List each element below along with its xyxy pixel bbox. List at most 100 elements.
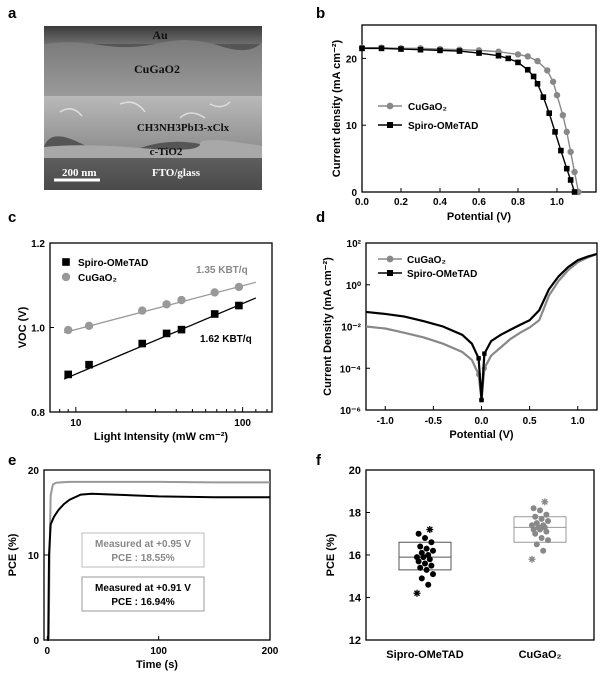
sem-cugao2-layer [44, 40, 262, 96]
panel-label-e: e [8, 452, 16, 469]
b-x-tick-label: 0.0 [355, 197, 369, 208]
f-data-point [540, 547, 547, 554]
c-x-tick-label: 10 [70, 418, 82, 429]
f-data-point [422, 535, 428, 541]
b-x-axis-title: Potential (V) [447, 211, 512, 223]
b-data-point [540, 94, 547, 100]
c-annotation-cugao2: 1.35 KBT/q [196, 265, 248, 276]
f-data-point [530, 505, 537, 512]
f-data-point [533, 541, 540, 548]
f-data-point [415, 530, 422, 537]
b-data-point [571, 168, 578, 176]
e-annotation-line2-0: PCE : 18.55% [111, 553, 174, 564]
d-legend-marker [386, 255, 394, 263]
b-data-point [558, 147, 564, 154]
b-data-point [514, 51, 522, 58]
e-y-tick-label: 0 [33, 636, 39, 647]
f-data-point [541, 498, 549, 506]
f-data-point [545, 518, 551, 524]
f-category-label-1: CuGaO₂ [519, 649, 562, 661]
d-series-line-0 [365, 252, 598, 401]
e-y-axis-title: PCE (%) [7, 533, 19, 576]
e-annotation-box-0 [81, 532, 205, 568]
f-y-tick-label: 18 [349, 508, 361, 520]
e-x-axis-title: Time (s) [136, 659, 178, 671]
d-legend-label: Spiro-OMeTAD [407, 269, 477, 280]
e-x-tick-label: 200 [262, 646, 279, 657]
d-y-tick-label: 10² [347, 239, 362, 250]
f-data-point [417, 543, 424, 550]
sem-label-au: Au [152, 28, 168, 42]
f-data-point [423, 545, 430, 552]
b-data-point [476, 50, 482, 56]
c-y-tick-label: 1.2 [31, 239, 45, 250]
b-x-tick-label: 0.4 [433, 197, 447, 208]
f-data-point [538, 535, 545, 541]
b-y-tick-label: 20 [346, 54, 358, 65]
b-data-point [563, 128, 570, 136]
e-annotation-box-1 [81, 576, 205, 612]
e-y-tick-label: 20 [28, 466, 40, 477]
f-data-point [537, 507, 543, 514]
d-y-tick-label: 10⁻⁴ [340, 364, 361, 375]
d-y-tick-label: 10⁻² [341, 323, 361, 334]
panel-label-d: d [316, 209, 325, 226]
b-y-axis-title: Current density (mA cm⁻²) [331, 39, 343, 177]
f-data-point [529, 522, 535, 529]
panel-label-c: c [8, 209, 16, 226]
sem-fto-layer [44, 158, 262, 190]
c-data-point [210, 288, 219, 297]
b-data-point [495, 52, 502, 59]
b-legend-label: CuGaO₂ [408, 102, 447, 113]
b-data-point [553, 91, 561, 99]
f-data-point [532, 513, 539, 520]
d-series-line-1 [365, 252, 598, 401]
f-data-point [430, 547, 436, 554]
b-y-tick-label: 0 [351, 188, 357, 199]
c-y-axis-title: VOC (V) [17, 306, 29, 348]
d-y-tick-label: 10⁰ [346, 281, 361, 292]
f-data-point [528, 555, 536, 563]
c-data-point [234, 282, 244, 292]
f-y-tick-label: 14 [349, 593, 362, 605]
c-y-tick-label: 0.8 [31, 408, 45, 419]
f-data-point [428, 562, 435, 569]
chart-f-pce-boxplot: 12 14 16 18 20 PCE (%) Sipro-OMeTAD CuGaO₂ [325, 465, 595, 661]
d-x-axis-title: Potential (V) [449, 429, 514, 441]
c-fit-line-1 [63, 281, 257, 334]
b-data-point [417, 46, 424, 53]
c-annotation-spiro: 1.62 KBT/q [200, 334, 252, 345]
panel-label-f: f [316, 452, 322, 469]
c-data-point [162, 300, 171, 309]
c-data-point [177, 295, 186, 305]
f-data-point [422, 560, 428, 567]
d-legend-marker [387, 270, 393, 276]
b-data-point [546, 110, 552, 116]
sem-perovskite-layer [44, 96, 262, 152]
b-x-tick-label: 1.0 [550, 197, 564, 208]
sem-label-tio2: c-TiO2 [150, 146, 183, 158]
panel-label-b: b [316, 5, 325, 22]
f-data-point [425, 552, 432, 558]
c-data-point [85, 360, 93, 369]
b-data-point [378, 45, 385, 52]
f-category-label-0: Sipro-OMeTAD [386, 649, 463, 661]
d-x-tick-label: 1.0 [571, 416, 585, 427]
b-data-point [437, 47, 443, 54]
chart-d-dark-current: -1.0 -0.5 0.0 0.5 1.0 10² 10⁰ 10⁻² 10⁻⁴ 10⁻⁶ Poten… [322, 239, 598, 441]
f-y-tick-label: 20 [349, 465, 361, 477]
b-data-point [567, 148, 574, 156]
b-y-tick-label: 10 [346, 121, 358, 132]
sem-image: 200 nm Au CuGaO2 CH3NH3PbI3-xClx c-TiO2 … [44, 26, 262, 190]
c-legend-label: CuGaO₂ [78, 273, 117, 284]
f-data-point [426, 526, 434, 533]
sem-label-perovskite: CH3NH3PbI3-xClx [137, 122, 230, 134]
b-data-point [567, 177, 574, 183]
b-data-point [549, 78, 557, 85]
d-y-axis-title: Current Density (mA cm⁻²) [322, 257, 334, 396]
e-x-tick-label: 100 [150, 646, 167, 657]
b-data-point [530, 73, 537, 80]
f-y-axis-title: PCE (%) [325, 533, 337, 576]
c-y-tick-label: 1.0 [31, 324, 45, 335]
e-y-tick-label: 10 [28, 551, 40, 562]
